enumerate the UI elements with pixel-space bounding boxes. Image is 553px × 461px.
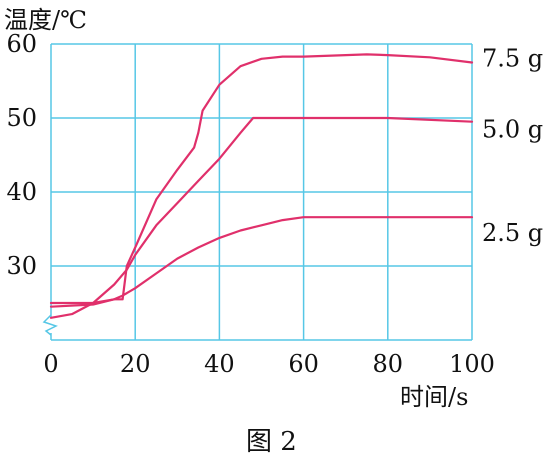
series-lines: [49, 53, 474, 319]
tick-labels: 0 20 40 60 80 100 30 40 50 60: [6, 30, 494, 378]
y-tick-label-50: 50: [6, 104, 37, 132]
x-tick-label-100: 100: [449, 350, 495, 378]
series-line-2: [49, 116, 474, 319]
x-tick-label-40: 40: [204, 350, 235, 378]
series-label-2: 5.0 g: [482, 116, 543, 144]
grid: [49, 43, 473, 341]
series-line-3: [49, 216, 474, 308]
series-label-3: 2.5 g: [482, 219, 543, 247]
y-tick-label-40: 40: [6, 178, 37, 206]
series-label-1: 7.5 g: [482, 45, 543, 73]
x-axis-title: 时间/s: [400, 383, 468, 411]
series-labels: 7.5 g 5.0 g 2.5 g: [482, 45, 543, 248]
x-tick-label-80: 80: [373, 350, 404, 378]
series-line-1: [49, 53, 474, 305]
y-tick-label-60: 60: [6, 30, 37, 58]
x-tick-label-0: 0: [43, 350, 58, 378]
x-tick-label-60: 60: [288, 350, 319, 378]
y-axis-break: [42, 314, 58, 336]
figure-caption: 图 2: [246, 427, 297, 457]
y-tick-label-30: 30: [6, 252, 37, 280]
x-tick-label-20: 20: [120, 350, 151, 378]
y-axis-title: 温度/℃: [4, 6, 87, 34]
